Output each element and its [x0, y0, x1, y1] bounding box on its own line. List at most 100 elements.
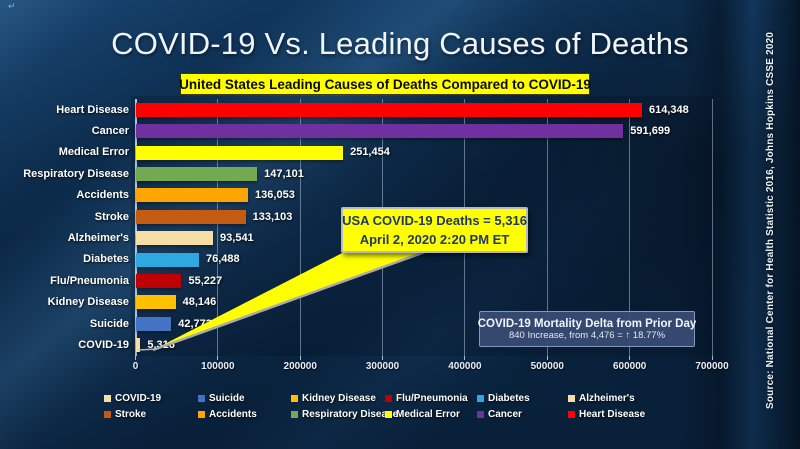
bar [136, 295, 176, 310]
legend-label: Alzheimer's [579, 392, 635, 404]
x-axis-tick-label: 700000 [695, 361, 729, 372]
legend-label: COVID-19 [115, 392, 162, 404]
legend-label: Cancer [488, 408, 522, 420]
covid-callout-line2: April 2, 2020 2:20 PM ET [359, 232, 510, 247]
legend-swatch [568, 410, 575, 418]
bar [136, 273, 182, 288]
value-label: 136,053 [255, 189, 295, 202]
value-label: 591,699 [630, 125, 671, 138]
legend-label: Accidents [209, 408, 257, 420]
value-label: 55,227 [188, 274, 223, 287]
category-label: Respiratory Disease [23, 167, 129, 180]
gridline [217, 99, 219, 356]
bar [136, 252, 199, 267]
mortality-delta-title: COVID-19 Mortality Delta from Prior Day [477, 317, 697, 330]
legend-label: Suicide [209, 392, 245, 404]
legend-swatch [104, 394, 111, 402]
bar [136, 124, 624, 139]
mortality-delta-box: COVID-19 Mortality Delta from Prior Day … [477, 311, 697, 347]
legend-swatch [385, 410, 392, 418]
value-label: 133,103 [252, 210, 293, 223]
category-label: Heart Disease [56, 103, 129, 116]
value-label: 251,454 [350, 146, 390, 159]
legend-swatch [385, 394, 392, 402]
legend-item: Cancer [477, 408, 522, 420]
bar [136, 209, 246, 224]
covid-callout: USA COVID-19 Deaths = 5,316 April 2, 202… [341, 207, 528, 253]
x-axis-tick-label: 400000 [448, 361, 482, 372]
x-axis-tick [217, 356, 219, 360]
bar [136, 166, 258, 181]
x-axis-tick-label: 100000 [201, 361, 235, 372]
x-axis-tick-label: 300000 [365, 361, 400, 372]
legend-item: Suicide [198, 392, 245, 404]
category-label: Cancer [91, 125, 129, 138]
legend-swatch [477, 394, 484, 402]
value-label: 42,773 [178, 317, 212, 330]
legend-label: Stroke [115, 408, 147, 420]
category-label: Suicide [89, 317, 129, 330]
legend-label: Heart Disease [579, 408, 646, 420]
legend-item: Respiratory Disease [291, 408, 398, 420]
value-label: 76,488 [205, 253, 240, 266]
bar [136, 102, 642, 117]
legend-label: Respiratory Disease [302, 408, 399, 420]
gridline [135, 99, 137, 356]
category-label: Medical Error [58, 146, 129, 159]
bar [136, 338, 141, 353]
chart-subtitle-banner: United States Leading Causes of Deaths C… [179, 73, 591, 95]
gridline [546, 99, 548, 356]
legend-swatch [198, 394, 205, 402]
x-axis-tick-label: 500000 [530, 361, 564, 372]
x-axis-tick [135, 356, 136, 360]
gridline [629, 99, 631, 356]
x-axis-tick-label: 0 [132, 361, 139, 372]
legend-swatch [477, 410, 484, 418]
legend-item: Alzheimer's [568, 392, 635, 404]
legend-item: Kidney Disease [291, 392, 376, 404]
value-label: 5,316 [147, 339, 175, 352]
gridline [711, 99, 713, 356]
legend-item: Medical Error [385, 408, 460, 420]
value-label: 48,146 [182, 296, 217, 309]
bar [136, 231, 214, 246]
legend-item: Stroke [104, 408, 146, 420]
x-axis-tick [711, 356, 713, 360]
x-axis-tick [629, 356, 631, 360]
legend-item: Accidents [198, 408, 257, 420]
legend-swatch [291, 394, 298, 402]
value-label: 614,348 [648, 103, 689, 116]
x-axis-tick [299, 356, 301, 360]
bar [136, 188, 249, 203]
legend-label: Medical Error [396, 408, 460, 420]
gridline [299, 99, 301, 356]
x-axis-tick [382, 356, 384, 360]
legend-swatch [568, 394, 575, 402]
category-label: COVID-19 [78, 339, 129, 352]
legend-label: Diabetes [488, 392, 530, 404]
x-axis-tick [546, 356, 548, 360]
mortality-delta-detail: 840 Increase, from 4,476 = ↑ 18.77% [508, 329, 666, 341]
legend-label: Flu/Pneumonia [396, 392, 468, 404]
category-label: Flu/Pneumonia [50, 274, 129, 287]
chart-subtitle-text: United States Leading Causes of Deaths C… [179, 76, 591, 92]
bar [136, 145, 344, 160]
legend-swatch [291, 410, 298, 418]
legend-item: COVID-19 [104, 392, 161, 404]
legend-swatch [104, 410, 111, 418]
source-citation: Source: National Center for Health Stati… [765, 31, 776, 409]
x-axis-tick [464, 356, 466, 360]
category-label: Alzheimer's [67, 232, 129, 245]
category-label: Diabetes [83, 253, 129, 266]
category-label: Stroke [94, 210, 129, 223]
legend-label: Kidney Disease [302, 392, 376, 404]
page-title: COVID-19 Vs. Leading Causes of Deaths [111, 26, 689, 61]
x-axis-tick-label: 200000 [283, 361, 317, 372]
value-label: 147,101 [264, 167, 304, 180]
category-label: Kidney Disease [47, 296, 129, 309]
legend-item: Flu/Pneumonia [385, 392, 468, 404]
value-label: 93,541 [220, 232, 254, 245]
covid-callout-line1: USA COVID-19 Deaths = 5,316 [342, 213, 527, 228]
corner-mark: ↵ [8, 1, 16, 11]
